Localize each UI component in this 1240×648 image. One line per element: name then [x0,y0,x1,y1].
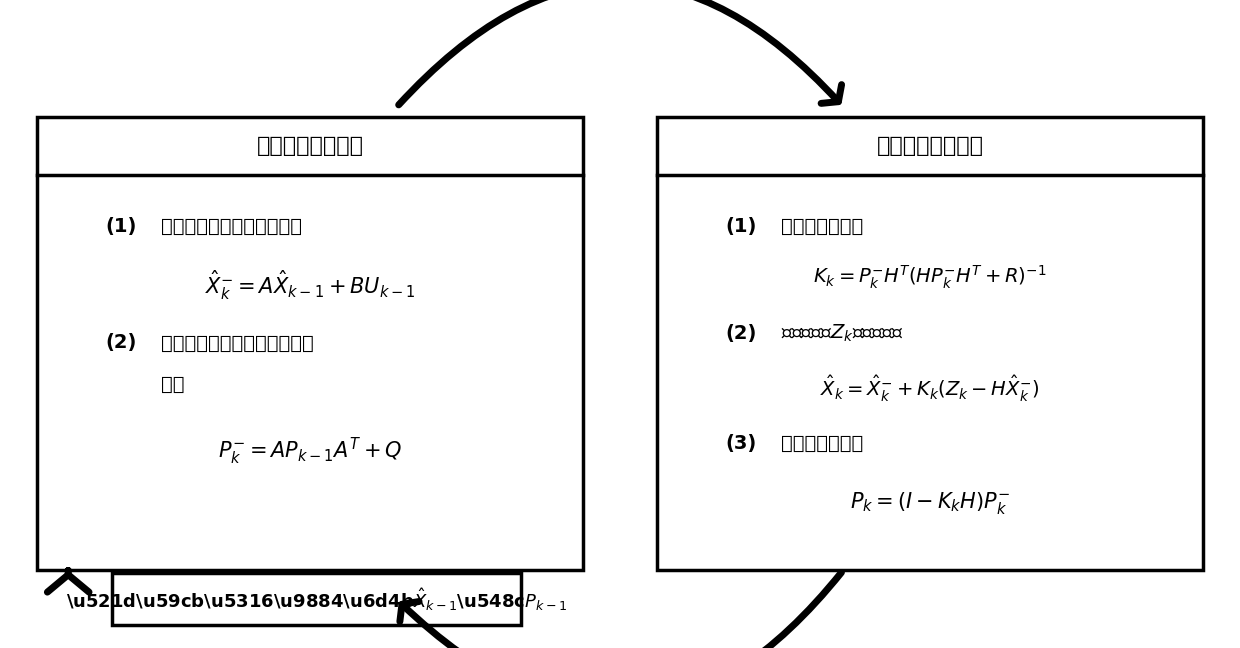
Text: 测量更新（纠正）: 测量更新（纠正） [877,136,983,156]
FancyBboxPatch shape [657,117,1203,570]
Text: 更新误差协方差: 更新误差协方差 [781,434,863,453]
Text: 一刻: 一刻 [161,375,185,394]
Text: (2): (2) [105,334,136,353]
FancyBboxPatch shape [112,573,521,625]
Text: $\hat{X}_{k} = \hat{X}_{k}^{-} + K_{k}(Z_{k} - H\hat{X}_{k}^{-})$: $\hat{X}_{k} = \hat{X}_{k}^{-} + K_{k}(Z… [821,373,1039,404]
Text: $P_{k}^{-} = AP_{k-1}A^{T} + Q$: $P_{k}^{-} = AP_{k-1}A^{T} + Q$ [218,436,402,467]
Text: 计算卡尔曼增益: 计算卡尔曼增益 [781,217,863,236]
Text: (2): (2) [725,323,756,343]
Text: $P_{k} = (I - K_{k}H)P_{k}^{-}$: $P_{k} = (I - K_{k}H)P_{k}^{-}$ [849,490,1011,516]
Text: $K_{k} = P_{k}^{-}H^{T}(HP_{k}^{-}H^{T} + R)^{-1}$: $K_{k} = P_{k}^{-}H^{T}(HP_{k}^{-}H^{T} … [813,264,1047,292]
Text: 根据上一刻状态预测下一刻: 根据上一刻状态预测下一刻 [161,217,303,236]
FancyArrowPatch shape [399,572,842,648]
Text: 时间更新（预测）: 时间更新（预测） [257,136,363,156]
Text: (1): (1) [105,217,136,236]
FancyBboxPatch shape [37,117,583,570]
Text: $\hat{X}_{k}^{-} = A\hat{X}_{k-1} + BU_{k-1}$: $\hat{X}_{k}^{-} = A\hat{X}_{k-1} + BU_{… [205,269,415,303]
Text: 根据上一刻误差协方差预测下: 根据上一刻误差协方差预测下 [161,334,314,353]
Text: 根据测量値$Z_k$更新预测値: 根据测量値$Z_k$更新预测値 [781,323,904,343]
Text: \u521d\u59cb\u5316\u9884\u6d4b$\hat{X}_{k-1}$\u548c$P_{k-1}$: \u521d\u59cb\u5316\u9884\u6d4b$\hat{X}_{… [66,586,567,613]
Text: (3): (3) [725,434,756,453]
FancyArrowPatch shape [399,0,842,105]
Text: (1): (1) [725,217,756,236]
